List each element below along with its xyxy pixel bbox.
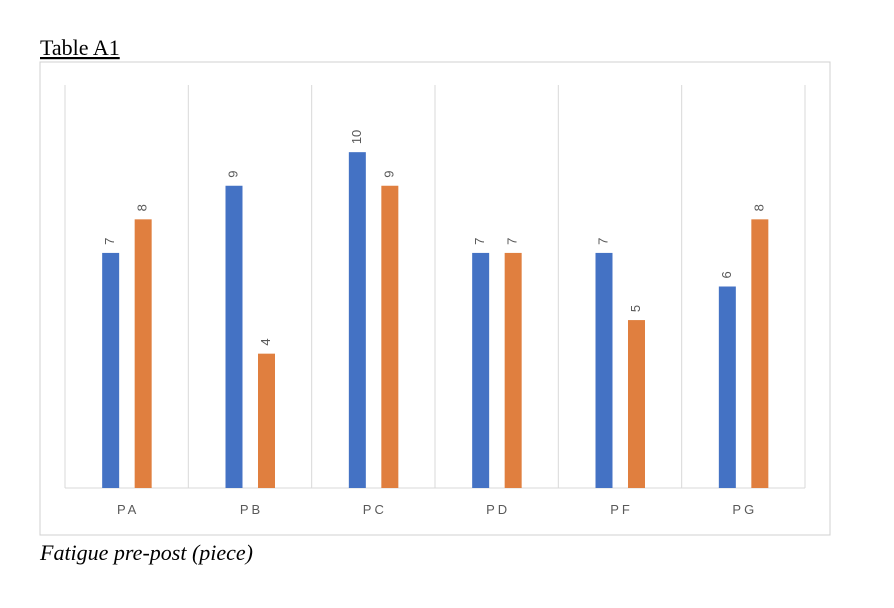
- x-tick-label: PG: [732, 502, 757, 517]
- data-label: 8: [751, 204, 766, 211]
- bar: [102, 252, 120, 488]
- data-label: 9: [381, 171, 396, 178]
- x-tick-label: PA: [117, 502, 139, 517]
- bar: [751, 219, 769, 489]
- bar: [628, 320, 645, 488]
- chart-frame: [39, 61, 831, 536]
- bar: [225, 185, 243, 488]
- bar: [134, 219, 152, 489]
- chart-title: Table A1: [40, 35, 120, 60]
- x-tick-label: PD: [486, 502, 510, 517]
- data-label: 10: [349, 130, 364, 144]
- data-label: 4: [258, 338, 273, 345]
- data-label: 9: [225, 171, 240, 178]
- data-label: 8: [135, 204, 150, 211]
- data-label: 6: [719, 271, 734, 278]
- bar: [348, 152, 366, 488]
- x-tick-label: PC: [363, 502, 387, 517]
- x-tick-label: PF: [610, 502, 633, 517]
- chart-caption: Fatigue pre-post (piece): [39, 540, 253, 565]
- bar: [472, 252, 490, 488]
- data-label: 7: [102, 238, 117, 245]
- data-label: 7: [595, 238, 610, 245]
- x-tick-label: PB: [240, 502, 263, 517]
- bar: [258, 353, 275, 488]
- bar: [381, 185, 399, 488]
- bar: [595, 252, 613, 488]
- data-label: 7: [472, 238, 487, 245]
- data-label: 5: [628, 305, 643, 312]
- data-label: 7: [505, 238, 520, 245]
- bar: [504, 252, 522, 488]
- bar: [718, 286, 736, 488]
